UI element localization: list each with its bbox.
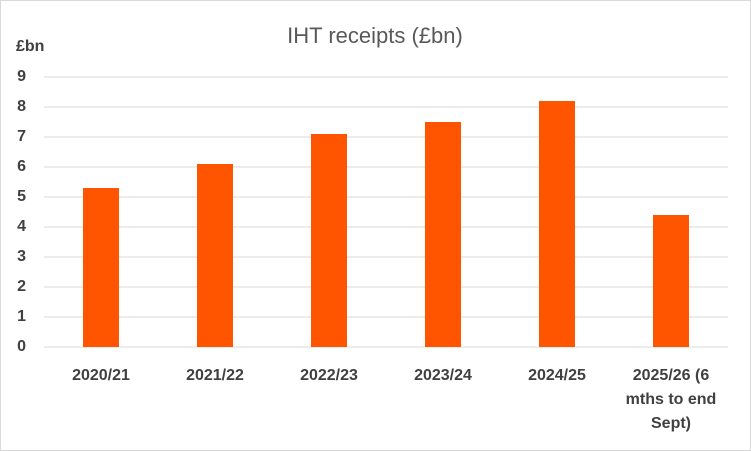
bar: [83, 188, 119, 347]
chart-title: IHT receipts (£bn): [287, 23, 463, 48]
y-tick-label: 7: [17, 128, 26, 145]
x-tick-label: 2024/25: [528, 367, 586, 384]
y-tick-label: 0: [17, 338, 26, 355]
y-tick-label: 1: [17, 308, 26, 325]
x-tick-label: 2020/21: [72, 367, 130, 384]
y-tick-label: 8: [17, 98, 26, 115]
x-tick-label: 2022/23: [300, 367, 358, 384]
y-tick-label: 3: [17, 248, 26, 265]
bar: [653, 215, 689, 347]
x-tick-label: 2023/24: [414, 367, 472, 384]
y-axis-label: £bn: [16, 38, 44, 55]
y-tick-label: 9: [17, 68, 26, 85]
x-tick-label: 2025/26 (6 mths to end Sept): [625, 367, 717, 432]
y-tick-label: 4: [17, 218, 26, 235]
bar: [425, 122, 461, 347]
bar: [311, 134, 347, 347]
y-tick-label: 2: [17, 278, 26, 295]
y-tick-label: 5: [17, 188, 26, 205]
x-tick-label: 2021/22: [186, 367, 244, 384]
y-tick-label: 6: [17, 158, 26, 175]
bar: [539, 101, 575, 347]
bar: [197, 164, 233, 347]
